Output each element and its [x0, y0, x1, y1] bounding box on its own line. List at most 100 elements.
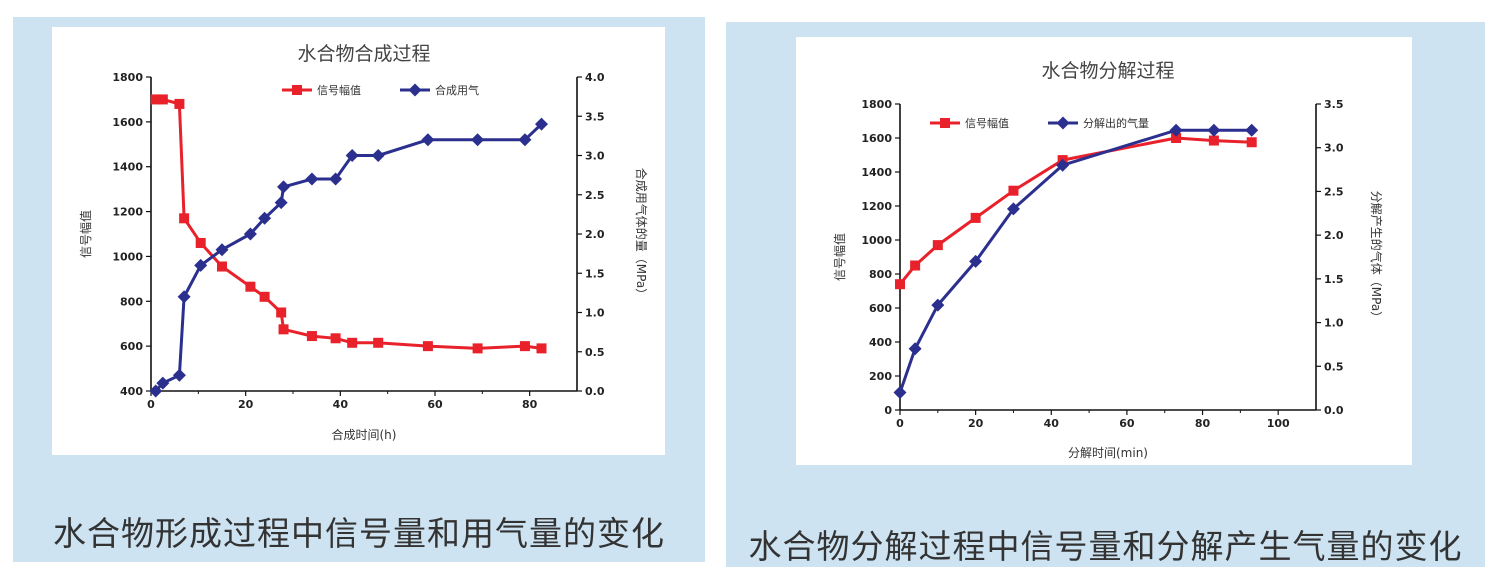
legend-marker-diamond — [408, 83, 422, 97]
y-tick-label: 600 — [869, 302, 892, 315]
y-tick-label: 1800 — [112, 71, 143, 84]
y2-tick-label: 3.5 — [585, 110, 605, 123]
series-line-signal — [155, 97, 542, 350]
y-tick-label: 1400 — [112, 161, 143, 174]
data-point-signal — [932, 240, 943, 251]
y2-tick-label: 2.5 — [585, 189, 605, 202]
data-point-gas — [421, 133, 435, 147]
data-point-signal — [150, 94, 161, 105]
data-point-signal — [910, 260, 921, 271]
data-point-gas — [172, 368, 186, 382]
y-tick-label: 800 — [869, 268, 892, 281]
y2-tick-label: 3.5 — [1324, 98, 1344, 111]
data-point-signal — [519, 341, 530, 352]
data-point-gas — [329, 172, 343, 186]
data-point-gas — [1056, 158, 1070, 172]
y2-tick-label: 1.0 — [1324, 317, 1344, 330]
data-point-gas — [243, 227, 257, 241]
x-tick-label: 80 — [522, 398, 538, 411]
legend-marker-square — [940, 118, 950, 128]
x-tick-label: 80 — [1195, 417, 1211, 430]
y-tick-label: 1600 — [861, 132, 892, 145]
series-line-gas — [154, 123, 543, 393]
data-point-gas — [277, 180, 291, 194]
y2-axis-title: 合成用气体的量（MPa） — [634, 168, 649, 300]
y2-tick-label: 1.0 — [585, 307, 605, 320]
data-point-gas — [156, 376, 170, 390]
data-point-signal — [536, 343, 547, 354]
legend-label: 信号幅值 — [965, 117, 1009, 130]
caption-right: 水合物分解过程中信号量和分解产生气量的变化 — [748, 527, 1463, 566]
x-tick-label: 40 — [1044, 417, 1060, 430]
data-point-gas — [1245, 123, 1259, 137]
data-point-signal — [1008, 185, 1019, 196]
data-point-gas — [345, 149, 359, 162]
data-point-signal — [179, 213, 190, 224]
y-tick-label: 1000 — [861, 234, 892, 247]
data-point-signal — [347, 337, 358, 348]
data-point-gas — [194, 258, 208, 272]
y2-tick-label: 3.0 — [585, 150, 605, 163]
data-point-signal — [1171, 133, 1182, 143]
y-axis-title: 信号幅值 — [78, 210, 93, 258]
x-tick-label: 0 — [896, 417, 904, 430]
data-point-signal — [174, 98, 185, 109]
x-tick-label: 0 — [147, 398, 155, 411]
data-point-signal — [276, 307, 287, 318]
y2-tick-label: 4.0 — [585, 71, 605, 84]
data-point-gas — [1207, 123, 1221, 137]
legend-label: 信号幅值 — [317, 84, 361, 97]
y2-tick-label: 3.0 — [1324, 142, 1344, 155]
data-point-signal — [970, 212, 981, 223]
panel-left: 水合物合成过程 0 20 40 60 80 400 600 800 1000 1200 1400 160… — [13, 17, 705, 562]
series-line-gas — [898, 128, 1252, 393]
y2-tick-label: 1.5 — [1324, 273, 1344, 286]
x-tick-label: 40 — [333, 398, 349, 411]
y-tick-label: 0 — [884, 404, 892, 417]
legend-label: 合成用气 — [435, 83, 479, 97]
data-point-signal — [1246, 137, 1257, 148]
y2-tick-label: 2.0 — [1324, 229, 1344, 242]
y-tick-label: 800 — [120, 295, 143, 308]
x-tick-label: 60 — [427, 398, 443, 411]
y2-axis-title: 分解产生的气体（MPa） — [1369, 191, 1384, 323]
y-tick-label: 1400 — [861, 166, 892, 179]
data-point-signal — [895, 279, 905, 290]
y-tick-label: 1800 — [861, 98, 892, 111]
y-tick-label: 1200 — [112, 206, 143, 219]
data-point-signal — [422, 341, 433, 352]
y2-tick-label: 0.5 — [1324, 360, 1344, 373]
panel-right: 水合物分解过程 0 20 40 60 80 100 0 200 400 600 800 1000 1200… — [726, 22, 1485, 567]
chart-card-decomposition: 水合物分解过程 0 20 40 60 80 100 0 200 400 600 800 1000 1200… — [796, 37, 1412, 465]
data-point-gas — [1169, 123, 1183, 137]
data-point-signal — [373, 337, 384, 348]
y-axis-title: 信号幅值 — [832, 233, 847, 281]
chart-title: 水合物合成过程 — [297, 43, 430, 65]
data-point-gas — [518, 133, 532, 147]
data-point-gas — [215, 243, 229, 257]
data-point-gas — [274, 196, 288, 210]
data-point-gas — [371, 149, 385, 162]
y-tick-label: 200 — [869, 370, 892, 383]
chart-synthesis: 水合物合成过程 0 20 40 60 80 400 600 800 1000 1200 1400 160… — [78, 43, 649, 442]
data-point-signal — [1208, 135, 1219, 146]
data-point-signal — [157, 94, 168, 105]
y-tick-label: 1000 — [112, 250, 143, 263]
data-point-gas — [535, 117, 548, 131]
legend-label: 分解出的气量 — [1083, 116, 1149, 130]
y-tick-label: 1600 — [112, 116, 143, 129]
data-point-gas — [258, 211, 272, 225]
x-tick-label: 100 — [1267, 417, 1290, 430]
data-point-signal — [472, 343, 483, 354]
data-point-gas — [1006, 202, 1020, 216]
data-point-signal — [195, 237, 206, 248]
data-point-gas — [931, 298, 945, 312]
x-tick-label: 20 — [238, 398, 254, 411]
data-point-gas — [969, 254, 983, 268]
y-tick-label: 400 — [120, 385, 143, 398]
y2-tick-label: 2.0 — [585, 228, 605, 241]
data-point-gas — [893, 386, 907, 400]
x-tick-label: 60 — [1119, 417, 1135, 430]
data-point-gas — [471, 133, 485, 147]
y-tick-label: 1200 — [861, 200, 892, 213]
